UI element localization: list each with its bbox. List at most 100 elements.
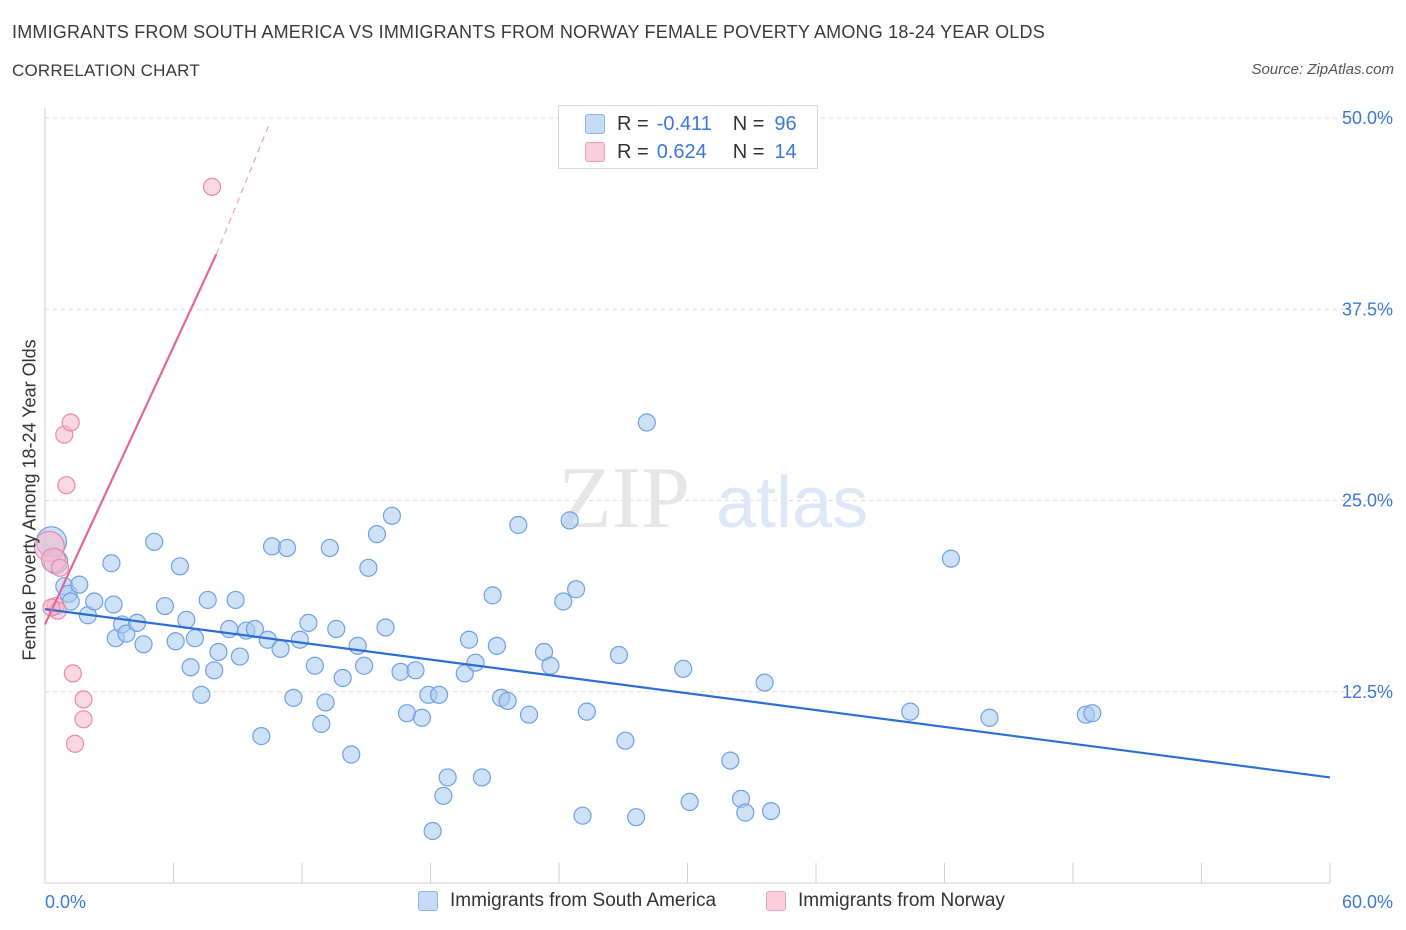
point-south-america xyxy=(397,704,417,723)
point-south-america xyxy=(554,592,573,611)
point-south-america xyxy=(367,525,387,544)
legend-n-label: N = xyxy=(732,140,765,163)
point-south-america xyxy=(198,590,217,610)
point-norway xyxy=(42,598,61,617)
y-tick-label: 25.0% xyxy=(1342,491,1393,511)
point-south-america xyxy=(226,590,245,610)
legend-r-label: R = xyxy=(617,112,649,135)
trend-line-south-america xyxy=(44,608,1331,779)
x-tick-label: 0.0% xyxy=(45,892,86,912)
point-norway xyxy=(57,476,76,495)
point-south-america xyxy=(674,659,693,678)
point-south-america xyxy=(434,786,453,805)
point-south-america xyxy=(185,629,205,648)
point-south-america xyxy=(472,768,491,787)
point-south-america xyxy=(980,708,999,727)
point-south-america xyxy=(941,549,961,568)
series-name-south-america: Immigrants from South America xyxy=(450,890,717,911)
point-south-america xyxy=(509,515,528,535)
point-south-america xyxy=(192,685,211,704)
point-south-america xyxy=(438,768,457,787)
point-south-america xyxy=(519,705,539,724)
point-south-america xyxy=(626,808,646,827)
point-south-america xyxy=(355,656,374,675)
point-south-america xyxy=(736,803,755,822)
point-south-america xyxy=(567,580,586,599)
point-norway xyxy=(61,413,80,432)
point-south-america xyxy=(262,537,282,556)
legend-swatch-norway xyxy=(585,142,605,162)
point-south-america xyxy=(284,688,303,707)
y-tick-label: 50.0% xyxy=(1342,108,1393,128)
point-south-america xyxy=(134,635,153,654)
point-norway xyxy=(50,558,70,577)
point-south-america xyxy=(761,801,781,821)
point-south-america xyxy=(155,596,175,616)
point-south-america xyxy=(252,727,271,746)
point-south-america xyxy=(85,592,104,611)
point-south-america xyxy=(406,661,425,680)
x-tick-label: 60.0% xyxy=(1342,892,1393,912)
point-south-america xyxy=(901,702,920,721)
series-swatch-south-america xyxy=(418,891,438,911)
point-south-america xyxy=(680,792,699,812)
point-south-america xyxy=(230,647,249,666)
point-south-america xyxy=(209,642,228,662)
point-south-america xyxy=(755,673,774,692)
legend-row-south-america: R = -0.411 N = 96 xyxy=(585,112,797,136)
point-south-america xyxy=(102,554,121,573)
point-south-america xyxy=(382,506,402,525)
point-south-america xyxy=(166,632,185,651)
point-south-america xyxy=(70,575,89,594)
data-points xyxy=(33,177,1102,841)
series-name-norway: Immigrants from Norway xyxy=(798,890,1005,911)
point-south-america xyxy=(145,532,164,551)
point-norway xyxy=(74,710,93,729)
point-norway xyxy=(202,177,222,196)
point-south-america xyxy=(498,691,517,711)
point-south-america xyxy=(277,538,297,558)
point-south-america xyxy=(305,656,324,675)
point-south-america xyxy=(271,639,290,659)
point-norway xyxy=(65,734,85,753)
point-south-america xyxy=(483,586,502,605)
series-legend-south-america: Immigrants from South America xyxy=(418,890,716,912)
watermark-atlas: atlas xyxy=(716,463,868,543)
point-south-america xyxy=(104,595,123,614)
legend-n-value: 96 xyxy=(774,112,797,135)
point-south-america xyxy=(299,613,318,633)
series-swatch-norway xyxy=(766,891,786,911)
point-south-america xyxy=(359,558,378,577)
series-legend-norway: Immigrants from Norway xyxy=(766,890,1005,912)
point-south-america xyxy=(573,806,592,825)
point-south-america xyxy=(423,821,442,841)
point-south-america xyxy=(170,557,190,576)
point-south-america xyxy=(541,656,560,675)
y-axis-label: Female Poverty Among 18-24 Year Olds xyxy=(19,339,40,661)
source-label: Source: ZipAtlas.com xyxy=(1251,61,1394,78)
legend-r-value: -0.411 xyxy=(656,112,712,135)
stats-legend: R = -0.411 N = 96 R = 0.624 N = 14 xyxy=(558,105,818,169)
trend-lines xyxy=(44,122,1331,779)
watermark: ZIP atlas xyxy=(558,450,868,547)
legend-n-label: N = xyxy=(732,112,765,135)
point-south-america xyxy=(333,668,352,688)
point-south-america xyxy=(609,645,629,665)
tick-labels: 12.5% 25.0% 37.5% 50.0% 0.0% 60.0% xyxy=(45,108,1393,912)
point-south-america xyxy=(560,511,579,530)
point-south-america xyxy=(412,708,432,727)
point-south-america xyxy=(466,653,485,672)
point-south-america xyxy=(316,693,335,712)
y-tick-label: 37.5% xyxy=(1342,299,1393,319)
chart-title: IMMIGRANTS FROM SOUTH AMERICA VS IMMIGRA… xyxy=(12,22,1045,42)
point-south-america xyxy=(487,636,506,655)
point-south-america xyxy=(181,658,200,677)
point-south-america xyxy=(637,413,656,432)
point-norway xyxy=(63,664,82,683)
point-south-america xyxy=(117,624,136,643)
point-south-america xyxy=(459,630,479,649)
legend-r-value: 0.624 xyxy=(656,140,707,163)
point-south-america xyxy=(205,661,224,680)
trend-line-norway xyxy=(44,253,218,625)
